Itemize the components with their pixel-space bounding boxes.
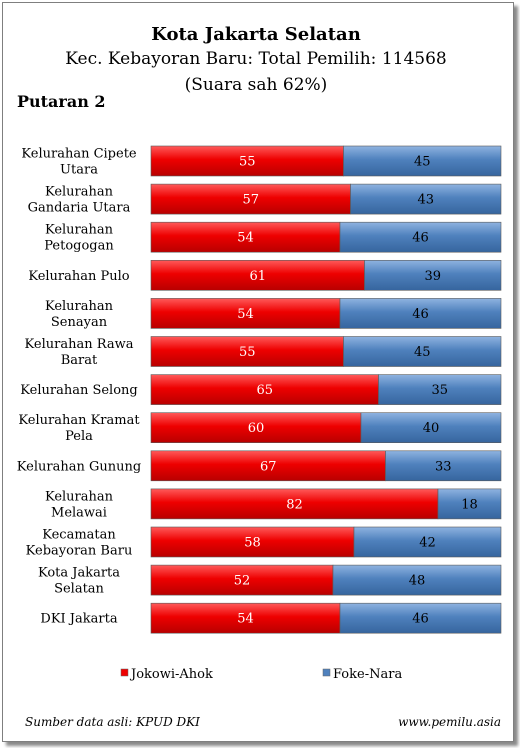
bar-foke-nara [343,145,502,177]
category-label: Kecamatan [42,528,116,543]
category-label: Utara [60,163,98,178]
bar-foke-nara [343,336,502,367]
chart-subtitle-line2: (Suara sah 62%) [185,75,328,95]
bar-foke-nara [332,564,502,596]
category-label: Pela [65,429,93,444]
bar-jokowi-ahok [150,183,351,215]
bar-foke-nara [378,374,502,405]
bar-foke-nara [339,602,502,634]
legend-label-foke-nara: Foke-Nara [333,667,402,682]
value-label-jokowi-ahok: 55 [239,155,256,170]
value-label-foke-nara: 45 [414,345,431,360]
value-label-foke-nara: 46 [412,231,429,246]
category-label: Kelurahan Kramat [18,413,140,428]
value-label-foke-nara: 35 [431,383,448,398]
bar-jokowi-ahok [150,259,365,291]
value-label-jokowi-ahok: 65 [256,383,273,398]
category-label: Kelurahan Rawa [25,337,134,352]
value-label-jokowi-ahok: 58 [244,536,261,551]
value-label-jokowi-ahok: 57 [242,193,259,208]
value-label-jokowi-ahok: 54 [237,231,254,246]
category-label: Kelurahan [45,223,114,238]
category-label: Selatan [54,582,104,597]
website-note: www.pemilu.asia [398,715,501,729]
category-label: Kelurahan [45,489,114,504]
legend-swatch-jokowi-ahok [120,668,129,677]
category-label: Kelurahan Pulo [28,269,129,284]
category-label: Melawai [51,505,107,520]
bars-group: 55 45 57 43 54 46 61 39 54 46 55 45 65 35 60 40 67 33 82 18… [150,145,502,634]
bar-jokowi-ahok [150,564,334,596]
bar-foke-nara [385,450,502,482]
bar-jokowi-ahok [150,374,379,405]
value-label-jokowi-ahok: 55 [239,345,256,360]
value-label-jokowi-ahok: 82 [286,497,303,512]
bar-jokowi-ahok [150,412,362,444]
bar-foke-nara [437,488,502,520]
legend-swatch-foke-nara [322,668,331,677]
bar-jokowi-ahok [150,526,355,558]
category-label: Senayan [51,315,108,330]
category-label: Kelurahan [45,299,114,314]
bar-foke-nara [339,298,502,329]
chart-svg: Kota Jakarta Selatan Kec. Kebayoran Baru… [17,24,502,729]
value-label-foke-nara: 46 [412,612,429,627]
category-label: Kelurahan Cipete [21,147,137,162]
value-label-foke-nara: 39 [424,269,441,284]
bar-jokowi-ahok [150,450,386,482]
value-label-foke-nara: 48 [409,574,426,589]
bar-foke-nara [339,221,502,253]
value-label-foke-nara: 45 [414,155,431,170]
category-label: DKI Jakarta [40,612,117,627]
value-label-foke-nara: 43 [417,193,434,208]
bar-foke-nara [364,259,502,291]
legend-label-jokowi-ahok: Jokowi-Ahok [129,667,213,682]
value-label-foke-nara: 18 [461,497,478,512]
category-label: Gandaria Utara [28,201,131,216]
value-label-foke-nara: 33 [435,459,452,474]
chart-frame: Kota Jakarta Selatan Kec. Kebayoran Baru… [2,2,514,742]
category-label: Barat [61,353,98,368]
bar-jokowi-ahok [150,602,341,634]
value-label-foke-nara: 46 [412,307,429,322]
category-label: Petogogan [44,239,114,254]
bar-jokowi-ahok [150,145,344,177]
category-label: Kelurahan Gunung [17,459,141,474]
category-label: Kelurahan [45,185,114,200]
chart-subtitle-line1: Kec. Kebayoran Baru: Total Pemilih: 1145… [65,49,446,69]
value-label-jokowi-ahok: 61 [249,269,266,284]
value-label-jokowi-ahok: 54 [237,307,254,322]
round-label: Putaran 2 [17,92,106,111]
bar-jokowi-ahok [150,488,439,520]
value-label-jokowi-ahok: 60 [248,421,265,436]
bar-jokowi-ahok [150,298,341,329]
category-label: Kota Jakarta [38,566,120,581]
bar-foke-nara [353,526,502,558]
category-label: Kebayoran Baru [26,544,133,559]
category-label: Kelurahan Selong [20,383,137,398]
chart-title: Kota Jakarta Selatan [151,24,361,45]
bar-jokowi-ahok [150,221,341,253]
legend: Jokowi-Ahok Foke-Nara [120,667,402,682]
value-label-jokowi-ahok: 52 [234,574,251,589]
value-label-jokowi-ahok: 54 [237,612,254,627]
value-label-jokowi-ahok: 67 [260,459,277,474]
bar-foke-nara [350,183,502,215]
source-note: Sumber data asli: KPUD DKI [25,715,200,729]
value-label-foke-nara: 42 [419,536,436,551]
bar-foke-nara [360,412,502,444]
value-label-foke-nara: 40 [423,421,440,436]
